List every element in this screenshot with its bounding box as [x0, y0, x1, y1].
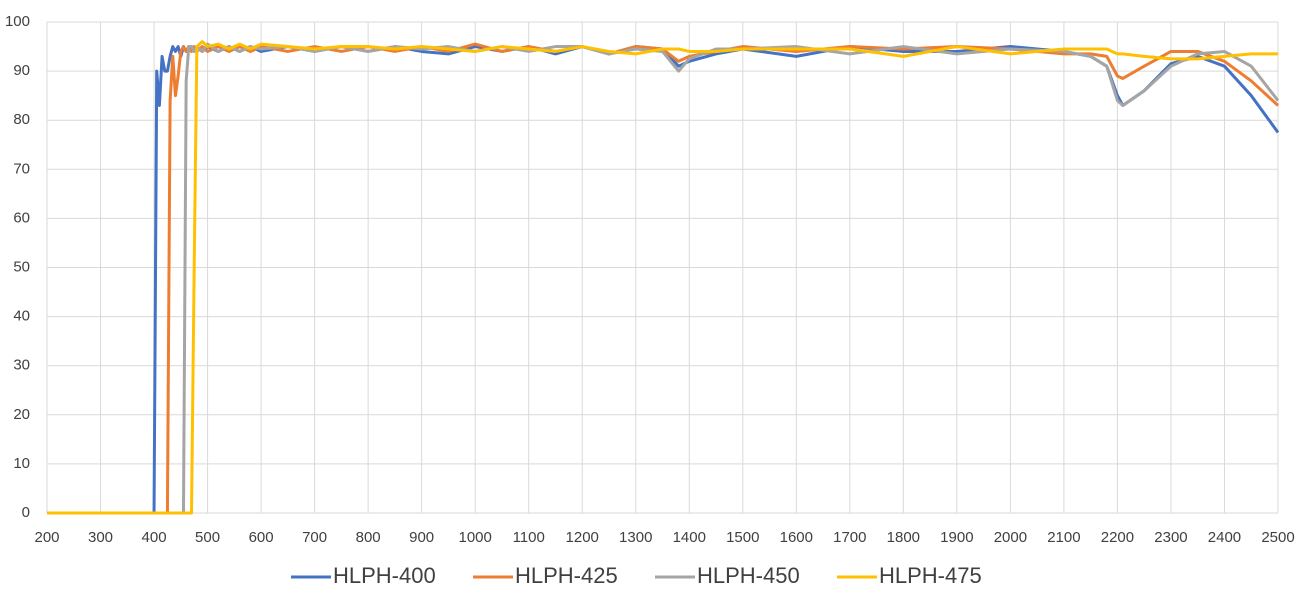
series-line [47, 45, 1280, 515]
x-tick-label: 1000 [458, 529, 491, 546]
x-tick-label: 2200 [1101, 529, 1134, 546]
y-tick-label: 90 [13, 62, 30, 79]
x-tick-label: 2400 [1208, 529, 1241, 546]
y-tick-label: 30 [13, 357, 30, 374]
x-tick-label: 1800 [887, 529, 920, 546]
legend-label: HLPH-450 [697, 563, 800, 588]
y-tick-label: 50 [13, 258, 30, 275]
legend-label: HLPH-475 [879, 563, 982, 588]
legend-label: HLPH-425 [515, 563, 618, 588]
series-line [47, 42, 1280, 515]
y-tick-label: 70 [13, 160, 30, 177]
x-tick-label: 2500 [1261, 529, 1294, 546]
x-tick-label: 600 [249, 529, 274, 546]
x-tick-label: 2100 [1047, 529, 1080, 546]
x-tick-label: 500 [195, 529, 220, 546]
x-tick-label: 900 [409, 529, 434, 546]
x-tick-label: 400 [142, 529, 167, 546]
y-tick-label: 100 [5, 13, 30, 30]
y-tick-label: 80 [13, 111, 30, 128]
y-tick-label: 0 [22, 504, 30, 521]
x-tick-label: 700 [302, 529, 327, 546]
y-tick-label: 40 [13, 308, 30, 325]
legend-label: HLPH-400 [333, 563, 436, 588]
x-tick-label: 2000 [994, 529, 1027, 546]
y-tick-label: 20 [13, 406, 30, 423]
x-tick-label: 2300 [1154, 529, 1187, 546]
x-tick-label: 1300 [619, 529, 652, 546]
y-tick-label: 10 [13, 455, 30, 472]
x-tick-label: 1900 [940, 529, 973, 546]
x-tick-label: 1600 [780, 529, 813, 546]
series-line [47, 42, 1280, 515]
y-tick-label: 60 [13, 209, 30, 226]
x-tick-label: 200 [34, 529, 59, 546]
x-tick-label: 1100 [513, 529, 545, 546]
x-tick-label: 1700 [833, 529, 866, 546]
x-tick-label: 300 [88, 529, 113, 546]
x-tick-label: 800 [356, 529, 381, 546]
series-line [47, 40, 1278, 515]
x-tick-label: 1400 [673, 529, 706, 546]
x-tick-label: 1200 [566, 529, 599, 546]
x-tick-label: 1500 [726, 529, 759, 546]
